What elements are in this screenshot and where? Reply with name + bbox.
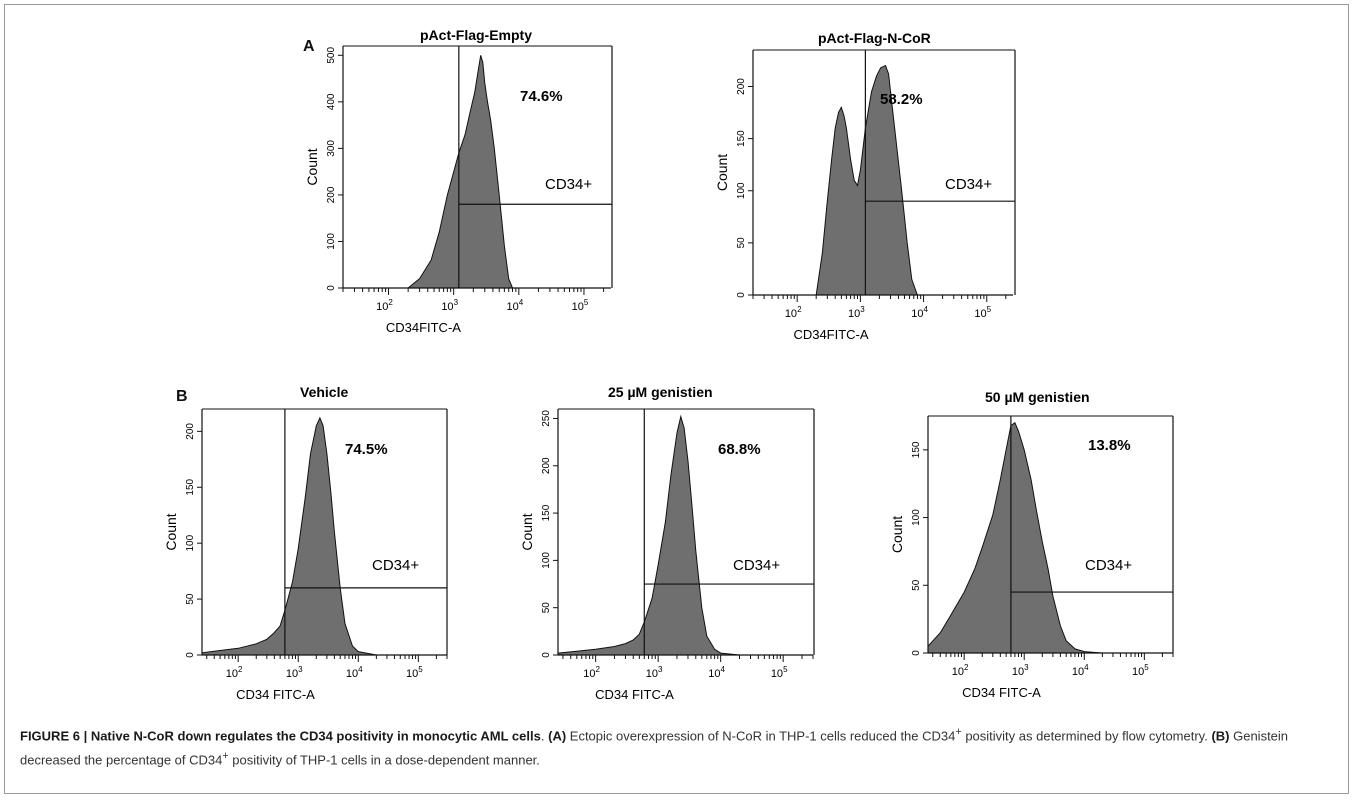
x-tick-label: 102: [226, 665, 243, 680]
y-axis-label: Count: [889, 516, 905, 553]
x-tick-label: 105: [572, 298, 589, 313]
x-axis-label: CD34FITC-A: [793, 327, 868, 342]
y-tick-label: 500: [326, 47, 337, 64]
gate-label: CD34+: [1085, 557, 1132, 574]
percent-label: 58.2%: [880, 91, 923, 108]
y-tick-label: 150: [736, 130, 747, 147]
y-tick-label: 100: [185, 534, 196, 551]
x-tick-label: 103: [646, 665, 663, 680]
y-tick-label: 200: [185, 423, 196, 440]
y-tick-label: 50: [911, 579, 922, 591]
histogram-2: pAct-Flag-N-CoR 58.2% CD34+ 0 50 100 150 200 102…: [714, 30, 1016, 342]
histogram-3: Vehicle 74.5% CD34+ 0 50 100 150 200 102 103 104 10…: [163, 384, 448, 702]
y-tick-label: 0: [541, 652, 552, 658]
y-tick-label: 250: [541, 410, 552, 427]
histogram-fill: [406, 55, 513, 289]
y-tick-label: 0: [736, 292, 747, 298]
y-tick-label: 150: [541, 504, 552, 521]
x-tick-label: 104: [708, 665, 725, 680]
histogram-fill: [557, 414, 740, 656]
histogram-5: 50 µM genistien 13.8% CD34+ 0 50 100 150 102 103…: [889, 389, 1174, 700]
x-tick-label: 104: [506, 298, 523, 313]
histogram-4: 25 µM genistien 68.8% CD34+ 0 50 100 150 200 250…: [519, 384, 815, 702]
x-tick-label: 102: [785, 305, 802, 320]
caption-b-text: Genistein decreased the percentage of CD…: [20, 728, 1289, 768]
histogram-charts: pAct-Flag-Empty 74.6% CD34+ 0 100 200 300 400 50…: [163, 27, 1174, 702]
plot-title: pAct-Flag-N-CoR: [818, 30, 931, 46]
x-axis-label: CD34FITC-A: [386, 320, 461, 335]
caption-b-sup: +: [222, 750, 229, 763]
x-tick-label: 105: [1132, 663, 1149, 678]
percent-label: 68.8%: [718, 441, 761, 458]
y-tick-label: 400: [326, 93, 337, 110]
y-tick-label: 50: [736, 237, 747, 249]
histogram-fill: [927, 422, 1103, 654]
x-axis-label: CD34 FITC-A: [962, 685, 1041, 700]
x-tick-label: 103: [286, 665, 303, 680]
gate-label: CD34+: [545, 176, 592, 193]
x-tick-label: 103: [1012, 663, 1029, 678]
y-tick-label: 300: [326, 140, 337, 157]
y-tick-label: 100: [736, 182, 747, 199]
caption-b-text2: positivity of THP-1 cells in a dose-depe…: [228, 752, 540, 768]
percent-label: 74.5%: [345, 441, 388, 458]
percent-label: 13.8%: [1088, 437, 1131, 454]
y-tick-label: 200: [736, 78, 747, 95]
figure-frame: [4, 4, 1349, 794]
x-tick-label: 102: [583, 665, 600, 680]
caption-a-text2: positivity as determined by flow cytomet…: [961, 728, 1212, 744]
plot-title: 25 µM genistien: [608, 384, 713, 400]
y-tick-label: 50: [541, 602, 552, 614]
y-tick-label: 100: [326, 233, 337, 250]
caption-a-text: Ectopic overexpression of N-CoR in THP-1…: [566, 728, 956, 744]
x-tick-label: 103: [441, 298, 458, 313]
y-tick-label: 150: [911, 441, 922, 458]
y-axis-label: Count: [714, 154, 730, 191]
x-tick-label: 103: [848, 305, 865, 320]
x-tick-label: 102: [376, 298, 393, 313]
x-tick-label: 104: [911, 305, 928, 320]
x-tick-label: 104: [346, 665, 363, 680]
caption-period: .: [540, 728, 545, 744]
x-tick-label: 104: [1072, 663, 1089, 678]
panel-label-b: B: [176, 388, 188, 405]
caption-b-label: (B): [1211, 728, 1230, 744]
x-axis-label: CD34 FITC-A: [595, 687, 674, 702]
panel-label-a: A: [303, 38, 315, 55]
x-tick-label: 105: [771, 665, 788, 680]
caption-a-sup: +: [955, 726, 962, 738]
y-tick-label: 200: [541, 457, 552, 474]
y-tick-label: 100: [911, 509, 922, 526]
y-tick-label: 0: [911, 650, 922, 656]
gate-label: CD34+: [372, 557, 419, 574]
y-tick-label: 0: [326, 285, 337, 291]
histogram-fill: [201, 416, 377, 656]
x-tick-label: 105: [974, 305, 991, 320]
y-axis-label: Count: [163, 513, 179, 550]
y-tick-label: 150: [185, 478, 196, 495]
y-tick-label: 200: [326, 186, 337, 203]
caption-a-label: (A): [548, 728, 567, 744]
y-tick-label: 100: [541, 552, 552, 569]
y-tick-label: 50: [185, 593, 196, 605]
y-tick-label: 0: [185, 652, 196, 658]
y-axis-label: Count: [519, 513, 535, 550]
figure-caption: FIGURE 6 | Native N-CoR down regulates t…: [20, 722, 1340, 771]
plot-title: pAct-Flag-Empty: [420, 27, 532, 43]
y-axis-label: Count: [304, 148, 320, 185]
plot-title: Vehicle: [300, 384, 348, 400]
histogram-1: pAct-Flag-Empty 74.6% CD34+ 0 100 200 300 400 50…: [304, 27, 613, 335]
x-tick-label: 102: [952, 663, 969, 678]
percent-label: 74.6%: [520, 88, 563, 105]
x-tick-label: 105: [406, 665, 423, 680]
plot-title: 50 µM genistien: [985, 389, 1090, 405]
gate-label: CD34+: [945, 176, 992, 193]
caption-head: FIGURE 6 | Native N-CoR down regulates t…: [20, 728, 541, 744]
gate-label: CD34+: [733, 557, 780, 574]
x-axis-label: CD34 FITC-A: [236, 687, 315, 702]
